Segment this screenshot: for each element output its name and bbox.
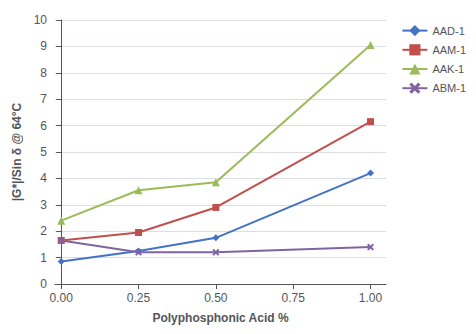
svg-text:10: 10 <box>34 13 48 27</box>
svg-text:0: 0 <box>40 277 47 291</box>
svg-text:2: 2 <box>40 224 47 238</box>
svg-text:ABM-1: ABM-1 <box>432 82 466 94</box>
svg-text:0.00: 0.00 <box>50 291 74 305</box>
svg-text:AAK-1: AAK-1 <box>432 63 464 75</box>
svg-text:3: 3 <box>40 198 47 212</box>
svg-text:7: 7 <box>40 92 47 106</box>
svg-text:0.50: 0.50 <box>204 291 228 305</box>
svg-text:AAD-1: AAD-1 <box>432 25 464 37</box>
svg-text:5: 5 <box>40 145 47 159</box>
svg-text:4: 4 <box>40 171 47 185</box>
svg-text:9: 9 <box>40 39 47 53</box>
svg-text:0.75: 0.75 <box>282 291 306 305</box>
svg-text:6: 6 <box>40 119 47 133</box>
svg-text:8: 8 <box>40 66 47 80</box>
svg-text:1: 1 <box>40 251 47 265</box>
svg-text:AAM-1: AAM-1 <box>432 44 466 56</box>
svg-text:Polyphosphonic Acid %: Polyphosphonic Acid % <box>152 311 289 325</box>
svg-text:1.00: 1.00 <box>359 291 383 305</box>
svg-text:|G*|/Sin δ @ 64°C: |G*|/Sin δ @ 64°C <box>10 102 24 201</box>
svg-text:0.25: 0.25 <box>127 291 151 305</box>
